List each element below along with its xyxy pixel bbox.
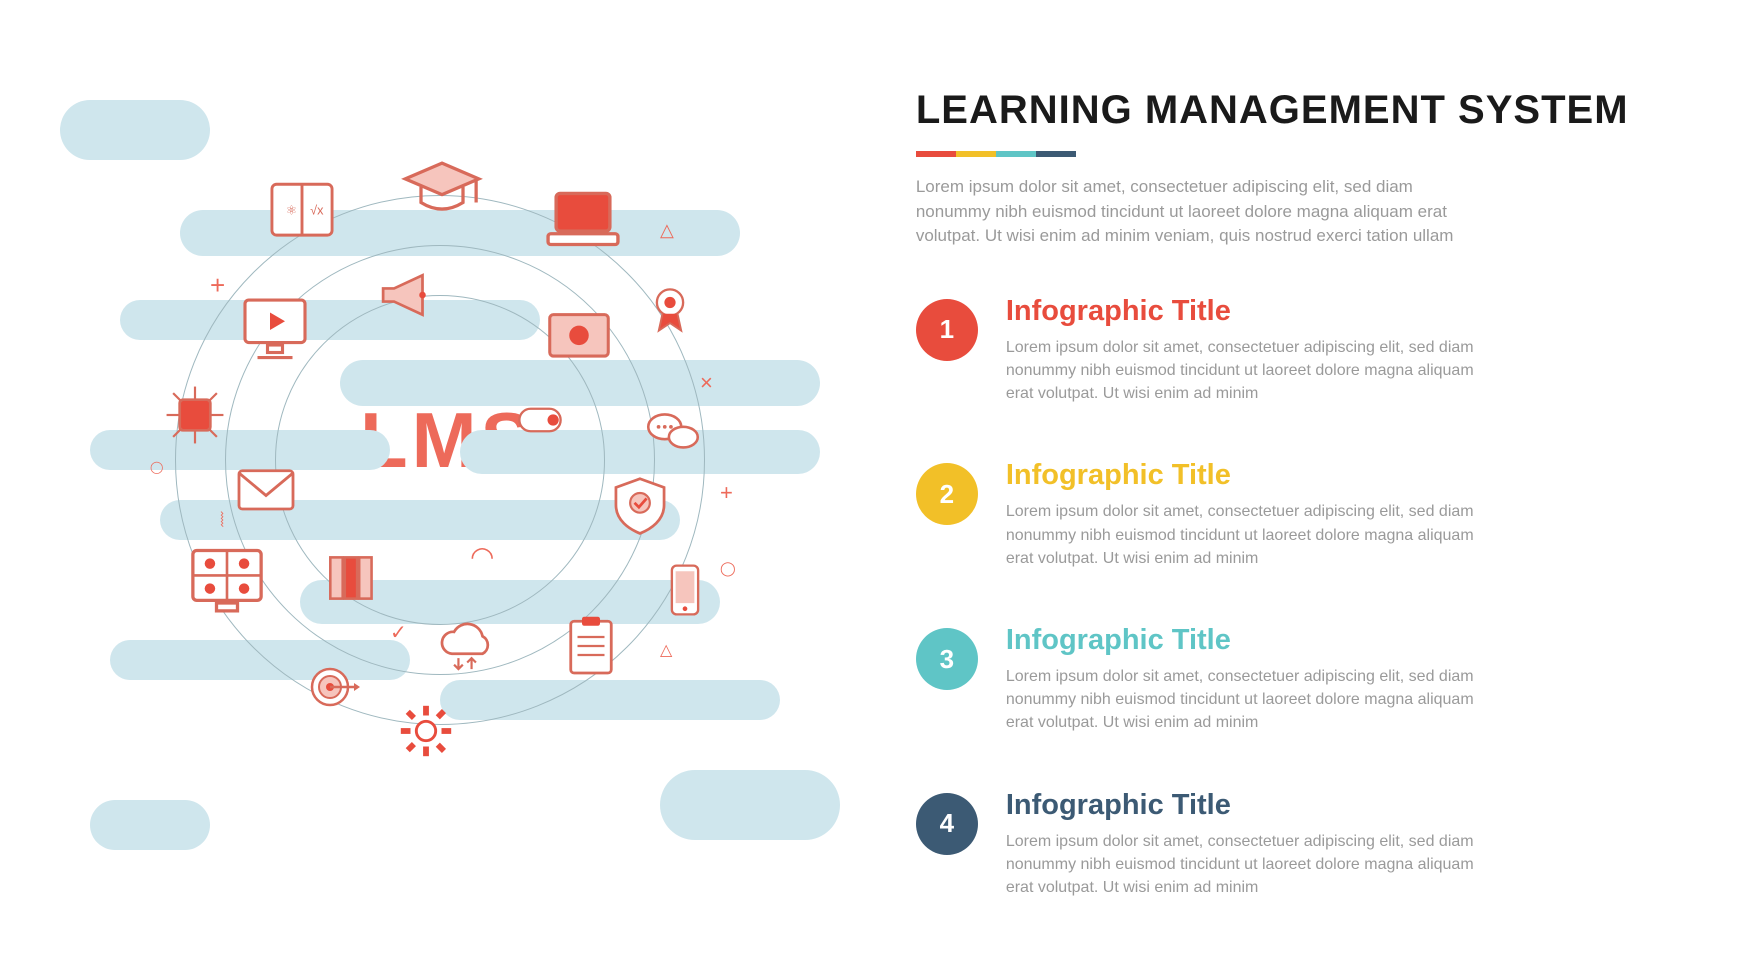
- list-item: 2 Infographic Title Lorem ipsum dolor si…: [916, 459, 1632, 570]
- decoration-glyph: ◯: [720, 560, 736, 577]
- cloud-sync-icon: [430, 610, 500, 680]
- envelope-icon: [230, 455, 302, 527]
- decoration-glyph: △: [660, 220, 674, 241]
- decoration-glyph: +: [720, 480, 733, 506]
- clipboard-icon: [555, 610, 627, 682]
- item-title: Infographic Title: [1006, 459, 1476, 492]
- chip-icon: [160, 380, 230, 450]
- video-call-icon: [185, 540, 269, 624]
- item-number-badge: 3: [916, 628, 978, 690]
- divider-segment: [916, 151, 956, 157]
- list-item: 4 Infographic Title Lorem ipsum dolor si…: [916, 789, 1632, 900]
- list-item: 3 Infographic Title Lorem ipsum dolor si…: [916, 624, 1632, 735]
- items-list: 1 Infographic Title Lorem ipsum dolor si…: [916, 295, 1632, 899]
- certificate-icon: [540, 300, 618, 378]
- item-content: Infographic Title Lorem ipsum dolor sit …: [1006, 624, 1476, 735]
- infographic-canvas: LMS ++×△△◯◯✓◠⦚ LEARNING MANAGEMENT SYSTE…: [0, 0, 1742, 980]
- smartphone-icon: [655, 560, 715, 620]
- divider-segment: [956, 151, 996, 157]
- item-content: Infographic Title Lorem ipsum dolor sit …: [1006, 295, 1476, 406]
- cloud-shape: [90, 800, 210, 850]
- item-body: Lorem ipsum dolor sit amet, consectetuer…: [1006, 500, 1476, 570]
- intro-paragraph: Lorem ipsum dolor sit amet, consectetuer…: [916, 175, 1476, 249]
- book-icon: [265, 175, 339, 249]
- decoration-glyph: △: [660, 640, 672, 660]
- graduation-cap-icon: [400, 150, 484, 234]
- laptop-icon: [540, 180, 626, 266]
- decoration-glyph: ◠: [470, 540, 494, 573]
- item-body: Lorem ipsum dolor sit amet, consectetuer…: [1006, 336, 1476, 406]
- diploma-icon: [510, 390, 570, 450]
- item-content: Infographic Title Lorem ipsum dolor sit …: [1006, 789, 1476, 900]
- item-title: Infographic Title: [1006, 789, 1476, 822]
- main-heading: LEARNING MANAGEMENT SYSTEM: [916, 88, 1632, 133]
- item-number-badge: 4: [916, 793, 978, 855]
- decoration-glyph: ×: [700, 370, 713, 396]
- video-monitor-icon: [235, 290, 315, 370]
- item-body: Lorem ipsum dolor sit amet, consectetuer…: [1006, 830, 1476, 900]
- megaphone-icon: [370, 260, 440, 330]
- books-stack-icon: [320, 545, 386, 611]
- decoration-glyph: ✓: [390, 620, 407, 645]
- item-title: Infographic Title: [1006, 624, 1476, 657]
- decoration-glyph: +: [210, 270, 225, 301]
- target-icon: [300, 655, 364, 719]
- cloud-shape: [660, 770, 840, 840]
- content-panel: LEARNING MANAGEMENT SYSTEM Lorem ipsum d…: [906, 0, 1742, 980]
- list-item: 1 Infographic Title Lorem ipsum dolor si…: [916, 295, 1632, 406]
- item-number-badge: 1: [916, 299, 978, 361]
- medal-icon: [640, 280, 700, 340]
- item-title: Infographic Title: [1006, 295, 1476, 328]
- gear-icon: [395, 700, 457, 762]
- divider-segment: [996, 151, 1036, 157]
- item-body: Lorem ipsum dolor sit amet, consectetuer…: [1006, 665, 1476, 735]
- decoration-glyph: ◯: [150, 460, 163, 474]
- item-content: Infographic Title Lorem ipsum dolor sit …: [1006, 459, 1476, 570]
- chat-bubbles-icon: [640, 400, 706, 466]
- divider-segment: [1036, 151, 1076, 157]
- heading-divider: [916, 151, 1076, 157]
- cloud-shape: [60, 100, 210, 160]
- item-number-badge: 2: [916, 463, 978, 525]
- shield-icon: [605, 470, 675, 540]
- illustration-panel: LMS ++×△△◯◯✓◠⦚: [0, 0, 906, 980]
- decoration-glyph: ⦚: [220, 510, 224, 533]
